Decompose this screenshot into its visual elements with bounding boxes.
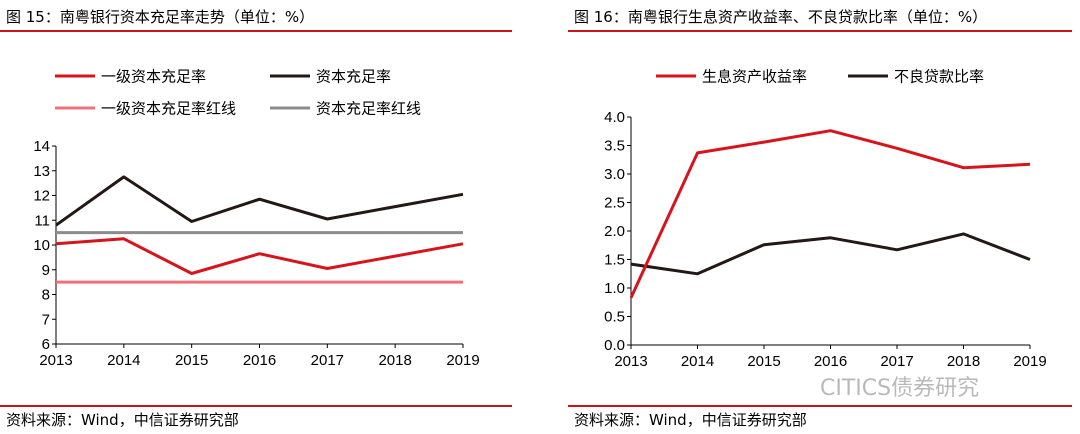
right-x-tick-label-2016: 2016 xyxy=(814,353,847,370)
left-x-tick-label-2019: 2019 xyxy=(446,352,479,369)
right-figure-title: 图 16：南粤银行生息资产收益率、不良贷款比率（单位：%） xyxy=(574,8,988,26)
left-series-line-2 xyxy=(55,175,464,227)
right-chart: 生息资产收益率 不良贷款比率 0.0 0.5 1.0 1.5 2.0 2.5 3.0 3.5 4.0… xyxy=(604,69,1047,371)
right-x-tick-label-2017: 2017 xyxy=(880,353,913,370)
right-y-tick-label-4.0: 4.0 xyxy=(604,109,625,126)
right-y-tick-label-0.0: 0.0 xyxy=(604,337,625,354)
right-legend-label-2: 不良贷款比率 xyxy=(894,69,984,86)
left-y-tick-label-7: 7 xyxy=(42,311,50,328)
right-y-tick-label-3.0: 3.0 xyxy=(604,166,625,183)
left-title-rule xyxy=(0,30,512,32)
left-figure-panel: 图 15：南粤银行资本充足率走势（单位：%） 一级资本充足率 资本充足率 一级资本充… xyxy=(0,0,520,434)
left-y-tick-label-13: 13 xyxy=(33,163,50,180)
left-legend-label-2: 资本充足率 xyxy=(316,69,391,86)
left-x-tick-label-2015: 2015 xyxy=(175,352,208,369)
left-y-tick-label-6: 6 xyxy=(42,336,50,353)
right-x-tick-label-2014: 2014 xyxy=(681,353,714,370)
right-series-line-2 xyxy=(630,232,1031,276)
right-x-tick-label-2018: 2018 xyxy=(947,353,980,370)
left-y-tick-label-12: 12 xyxy=(33,188,50,205)
right-legend-label-1: 生息资产收益率 xyxy=(702,69,807,86)
left-x-tick-label-2017: 2017 xyxy=(311,352,344,369)
right-y-tick-label-1.5: 1.5 xyxy=(604,252,625,269)
left-legend-label-4: 资本充足率红线 xyxy=(316,101,421,118)
right-y-tick-label-3.5: 3.5 xyxy=(604,138,625,155)
right-y-tick-label-1.0: 1.0 xyxy=(604,280,625,297)
left-x-tick-label-2014: 2014 xyxy=(107,352,140,369)
right-y-tick-label-0.5: 0.5 xyxy=(604,309,625,326)
right-title-rule xyxy=(568,30,1072,32)
watermark: CITICS债券研究 xyxy=(820,376,980,401)
left-series-line-1 xyxy=(55,237,464,275)
right-source-rule xyxy=(568,405,1072,407)
right-x-tick-label-2019: 2019 xyxy=(1013,353,1046,370)
left-legend-label-1: 一级资本充足率 xyxy=(101,69,206,86)
right-series-line-1 xyxy=(629,129,1031,299)
right-x-tick-label-2015: 2015 xyxy=(747,353,780,370)
left-x-tick-label-2016: 2016 xyxy=(243,352,276,369)
right-y-tick-label-2.5: 2.5 xyxy=(604,195,625,212)
left-figure-title: 图 15：南粤银行资本充足率走势（单位：%） xyxy=(6,8,315,26)
left-y-tick-label-9: 9 xyxy=(42,262,50,279)
left-y-tick-label-11: 11 xyxy=(34,212,50,229)
right-source-note: 资料来源：Wind，中信证券研究部 xyxy=(574,411,807,429)
left-x-tick-label-2013: 2013 xyxy=(39,352,72,369)
right-y-tick-label-2.0: 2.0 xyxy=(604,223,625,240)
left-y-tick-label-8: 8 xyxy=(42,287,50,304)
right-figure-panel: 图 16：南粤银行生息资产收益率、不良贷款比率（单位：%） 生息资产收益率 不良贷… xyxy=(568,0,1080,434)
left-y-tick-label-10: 10 xyxy=(33,237,50,254)
left-source-note: 资料来源：Wind，中信证券研究部 xyxy=(6,411,239,429)
left-source-rule xyxy=(0,405,512,407)
left-y-tick-label-14: 14 xyxy=(33,138,50,155)
left-x-tick-label-2018: 2018 xyxy=(378,352,411,369)
right-x-tick-label-2013: 2013 xyxy=(614,353,647,370)
left-legend-label-3: 一级资本充足率红线 xyxy=(101,101,236,118)
